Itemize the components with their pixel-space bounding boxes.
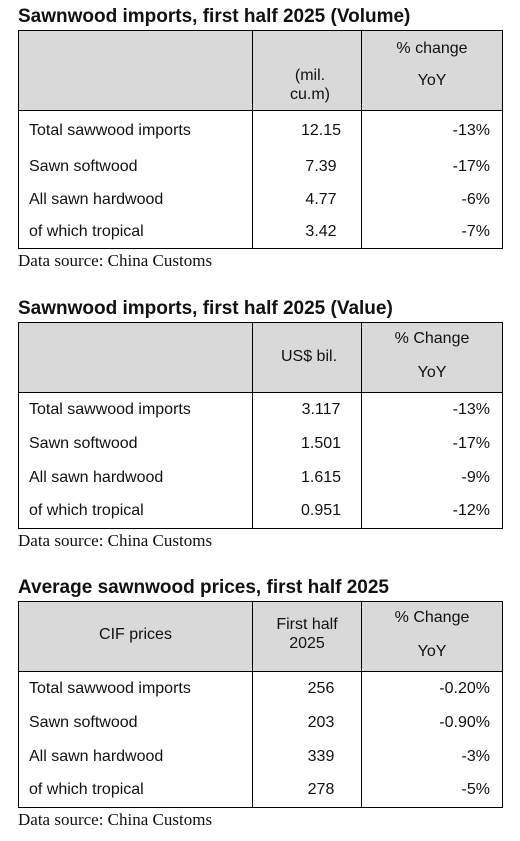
table-row: Total sawwood imports 12.15 -13% xyxy=(18,110,503,151)
row-change: -3% xyxy=(361,739,503,774)
prices-table: CIF prices First half 2025 % Change YoY … xyxy=(18,601,503,808)
prices-title: Average sawnwood prices, first half 2025 xyxy=(18,577,389,598)
table-row: Sawn softwood 7.39 -17% xyxy=(18,150,503,184)
value-header-row: US$ bil. % Change YoY xyxy=(18,322,503,393)
value-section: Sawnwood imports, first half 2025 (Value… xyxy=(18,298,503,551)
value-change-header: % Change YoY xyxy=(361,322,503,393)
prices-section: Average sawnwood prices, first half 2025… xyxy=(18,577,503,830)
prices-col1-header: CIF prices xyxy=(18,601,253,672)
row-change: -0.20% xyxy=(361,671,503,706)
prices-change-header: % Change YoY xyxy=(361,601,503,672)
row-label: Total sawwood imports xyxy=(18,110,253,151)
volume-table: (mil. cu.m) % change YoY Total sawwood i… xyxy=(18,30,503,249)
row-value: 3.117 xyxy=(252,392,362,427)
row-value: 1.501 xyxy=(252,426,362,461)
row-label: of which tropical xyxy=(18,494,253,529)
row-label: All sawn hardwood xyxy=(18,739,253,774)
row-label: All sawn hardwood xyxy=(18,183,253,217)
table-row: Sawn softwood 1.501 -17% xyxy=(18,426,503,461)
volume-unit-line2: cu.m) xyxy=(290,86,330,103)
row-value: 1.615 xyxy=(252,460,362,495)
volume-data-source: Data source: China Customs xyxy=(18,251,213,270)
volume-section: Sawnwood imports, first half 2025 (Volum… xyxy=(18,6,503,271)
row-label: Sawn softwood xyxy=(18,426,253,461)
row-value: 278 xyxy=(252,773,362,808)
row-label: of which tropical xyxy=(18,773,253,808)
table-row: All sawn hardwood 339 -3% xyxy=(18,739,503,774)
row-value: 339 xyxy=(252,739,362,774)
value-header-blank xyxy=(18,322,253,393)
row-change: -13% xyxy=(361,110,503,151)
row-label: Total sawwood imports xyxy=(18,392,253,427)
value-unit-label: US$ bil. xyxy=(280,348,338,365)
prices-unit-header: First half 2025 xyxy=(252,601,362,672)
row-label: Sawn softwood xyxy=(18,705,253,740)
row-value: 0.951 xyxy=(252,494,362,529)
value-change-sub: YoY xyxy=(417,364,447,381)
volume-title: Sawnwood imports, first half 2025 (Volum… xyxy=(18,6,411,27)
row-label: Total sawwood imports xyxy=(18,671,253,706)
table-row: of which tropical 278 -5% xyxy=(18,773,503,808)
value-unit-header: US$ bil. xyxy=(252,322,362,393)
volume-header-blank xyxy=(18,30,253,111)
row-change: -17% xyxy=(361,426,503,461)
row-change: -13% xyxy=(361,392,503,427)
row-change: -9% xyxy=(361,460,503,495)
volume-change-label: % change xyxy=(396,40,468,57)
row-value: 4.77 xyxy=(252,183,362,217)
value-table: US$ bil. % Change YoY Total sawwood impo… xyxy=(18,322,503,529)
table-row: All sawn hardwood 4.77 -6% xyxy=(18,183,503,217)
volume-change-header: % change YoY xyxy=(361,30,503,111)
table-row: of which tropical 3.42 -7% xyxy=(18,216,503,249)
row-change: -5% xyxy=(361,773,503,808)
row-value: 7.39 xyxy=(252,150,362,184)
row-change: -6% xyxy=(361,183,503,217)
prices-unit-line1: First half xyxy=(276,616,338,633)
table-row: All sawn hardwood 1.615 -9% xyxy=(18,460,503,495)
value-change-label: % Change xyxy=(394,330,470,347)
row-value: 203 xyxy=(252,705,362,740)
volume-header-row: (mil. cu.m) % change YoY xyxy=(18,30,503,111)
volume-change-sub: YoY xyxy=(417,72,447,89)
table-row: Total sawwood imports 3.117 -13% xyxy=(18,392,503,427)
prices-col1-label: CIF prices xyxy=(99,626,172,643)
row-label: of which tropical xyxy=(18,216,253,249)
row-label: Sawn softwood xyxy=(18,150,253,184)
value-data-source: Data source: China Customs xyxy=(18,531,213,550)
value-title: Sawnwood imports, first half 2025 (Value… xyxy=(18,298,393,319)
table-row: Sawn softwood 203 -0.90% xyxy=(18,705,503,740)
prices-data-source: Data source: China Customs xyxy=(18,810,213,829)
volume-unit-line1: (mil. xyxy=(294,67,326,84)
prices-change-label: % Change xyxy=(394,609,470,626)
volume-unit-header: (mil. cu.m) xyxy=(252,30,362,111)
row-value: 256 xyxy=(252,671,362,706)
table-row: of which tropical 0.951 -12% xyxy=(18,494,503,529)
prices-unit-line2: 2025 xyxy=(289,635,325,652)
table-row: Total sawwood imports 256 -0.20% xyxy=(18,671,503,706)
row-change: -17% xyxy=(361,150,503,184)
prices-change-sub: YoY xyxy=(417,643,447,660)
row-change: -7% xyxy=(361,216,503,249)
row-change: -0.90% xyxy=(361,705,503,740)
row-value: 12.15 xyxy=(252,110,362,151)
prices-header-row: CIF prices First half 2025 % Change YoY xyxy=(18,601,503,672)
row-label: All sawn hardwood xyxy=(18,460,253,495)
row-change: -12% xyxy=(361,494,503,529)
row-value: 3.42 xyxy=(252,216,362,249)
